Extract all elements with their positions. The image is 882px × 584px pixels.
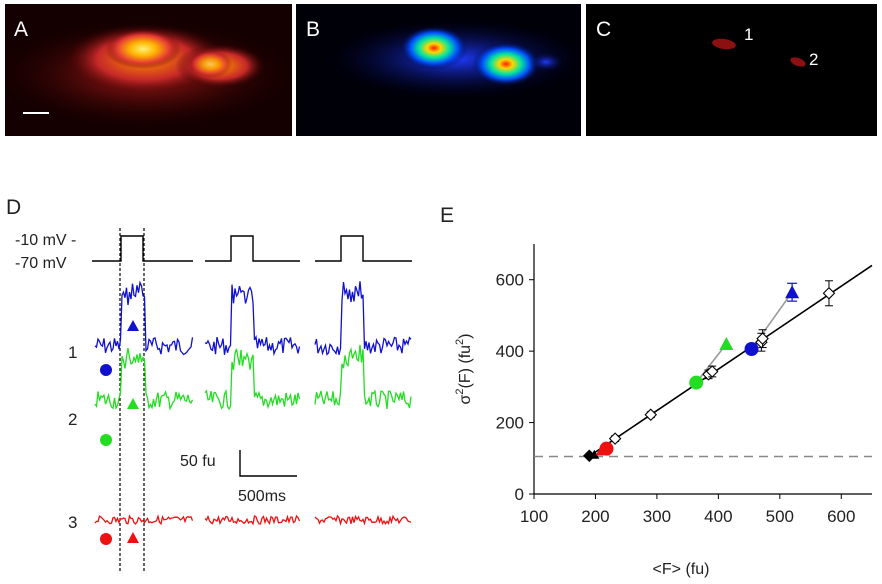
- roi-row-3-label: 3: [68, 513, 77, 532]
- data-point-triangle: [785, 285, 800, 299]
- scale-bar-y-label: 50 fu: [180, 453, 216, 470]
- roi-1-step-marker: [127, 320, 139, 331]
- trace-roi-3-sweep-3: [314, 514, 412, 526]
- x-tick-label: 100: [520, 507, 548, 526]
- data-point-circle: [599, 441, 614, 456]
- x-tick-label: 200: [581, 507, 609, 526]
- trace-roi-2-sweep-3: [314, 344, 412, 410]
- x-tick-label: 600: [827, 507, 855, 526]
- panel-e-label: E: [440, 204, 454, 227]
- scale-bar-x-label: 500ms: [238, 488, 286, 505]
- data-point-open-diamond: [822, 287, 836, 300]
- roi-2-step-marker: [127, 398, 139, 409]
- panel-b-image: B: [296, 4, 581, 136]
- variance-mean-chart: 100 200 300 400 500 600 0 200 400 600 <F> (fu) σ2(F…: [454, 244, 873, 578]
- y-tick-label: 200: [496, 414, 524, 433]
- voltage-label-bottom: -70 mV: [15, 255, 67, 272]
- linear-fit-line: [585, 264, 873, 459]
- trace-roi-1-sweep-3: [314, 281, 412, 356]
- data-point-triangle: [719, 337, 734, 350]
- panel-c-image: 1 2 C: [586, 4, 877, 136]
- data-point-open-diamond: [756, 332, 769, 345]
- data-point-circle: [689, 375, 704, 390]
- roi-row-1-label: 1: [68, 343, 77, 362]
- trace-roi-2-sweep-2: [204, 348, 301, 411]
- roi-1-label: 1: [744, 25, 753, 44]
- x-axis-label: <F> (fu): [653, 561, 710, 578]
- panel-c-label: C: [596, 18, 612, 41]
- panel-a-label: A: [14, 18, 29, 41]
- data-point-open-diamond: [705, 365, 719, 378]
- data-point-open-diamond: [644, 408, 658, 421]
- roi-2-baseline-marker: [100, 434, 112, 446]
- trace-roi-3-sweep-1: [94, 513, 194, 526]
- x-tick-label: 300: [643, 507, 671, 526]
- roi-3-step-marker: [127, 532, 139, 543]
- voltage-step-3: [315, 235, 412, 262]
- trace-scale-bar: [239, 450, 297, 477]
- roi-1-baseline-marker: [100, 364, 112, 376]
- y-axis-label: σ2(F) (fu2): [454, 334, 474, 405]
- panel-d-label: D: [6, 196, 21, 219]
- trace-roi-1-sweep-2: [204, 284, 301, 357]
- roi-2-label: 2: [809, 50, 818, 69]
- fluorescence-traces: [94, 280, 412, 526]
- voltage-label-top: -10 mV -: [15, 232, 76, 249]
- panel-a-cell-image: [5, 19, 292, 129]
- voltage-step-2: [205, 235, 300, 262]
- voltage-step-1: [92, 235, 193, 262]
- data-point-open-diamond: [608, 432, 622, 445]
- trace-roi-2-sweep-1: [94, 347, 194, 411]
- trace-roi-1-sweep-1: [94, 280, 194, 356]
- data-point-black-triangle: [589, 449, 600, 459]
- x-tick-label: 400: [704, 507, 732, 526]
- x-tick-label: 500: [766, 507, 794, 526]
- series-connector: [695, 343, 727, 384]
- roi-row-2-label: 2: [68, 410, 77, 429]
- panel-b-variance-image: [326, 19, 581, 99]
- y-tick-label: 400: [496, 342, 524, 361]
- panel-b-label: B: [306, 18, 321, 41]
- panel-c-roi-image: 1 2: [712, 25, 818, 69]
- y-tick-label: 600: [496, 271, 524, 290]
- y-tick-label: 0: [515, 485, 524, 504]
- roi-2-mask: [790, 57, 806, 67]
- panel-a-image: A: [5, 4, 292, 136]
- roi-3-baseline-marker: [100, 533, 112, 545]
- roi-1-mask: [712, 38, 736, 50]
- trace-roi-3-sweep-2: [204, 514, 301, 526]
- data-point-circle: [744, 342, 759, 356]
